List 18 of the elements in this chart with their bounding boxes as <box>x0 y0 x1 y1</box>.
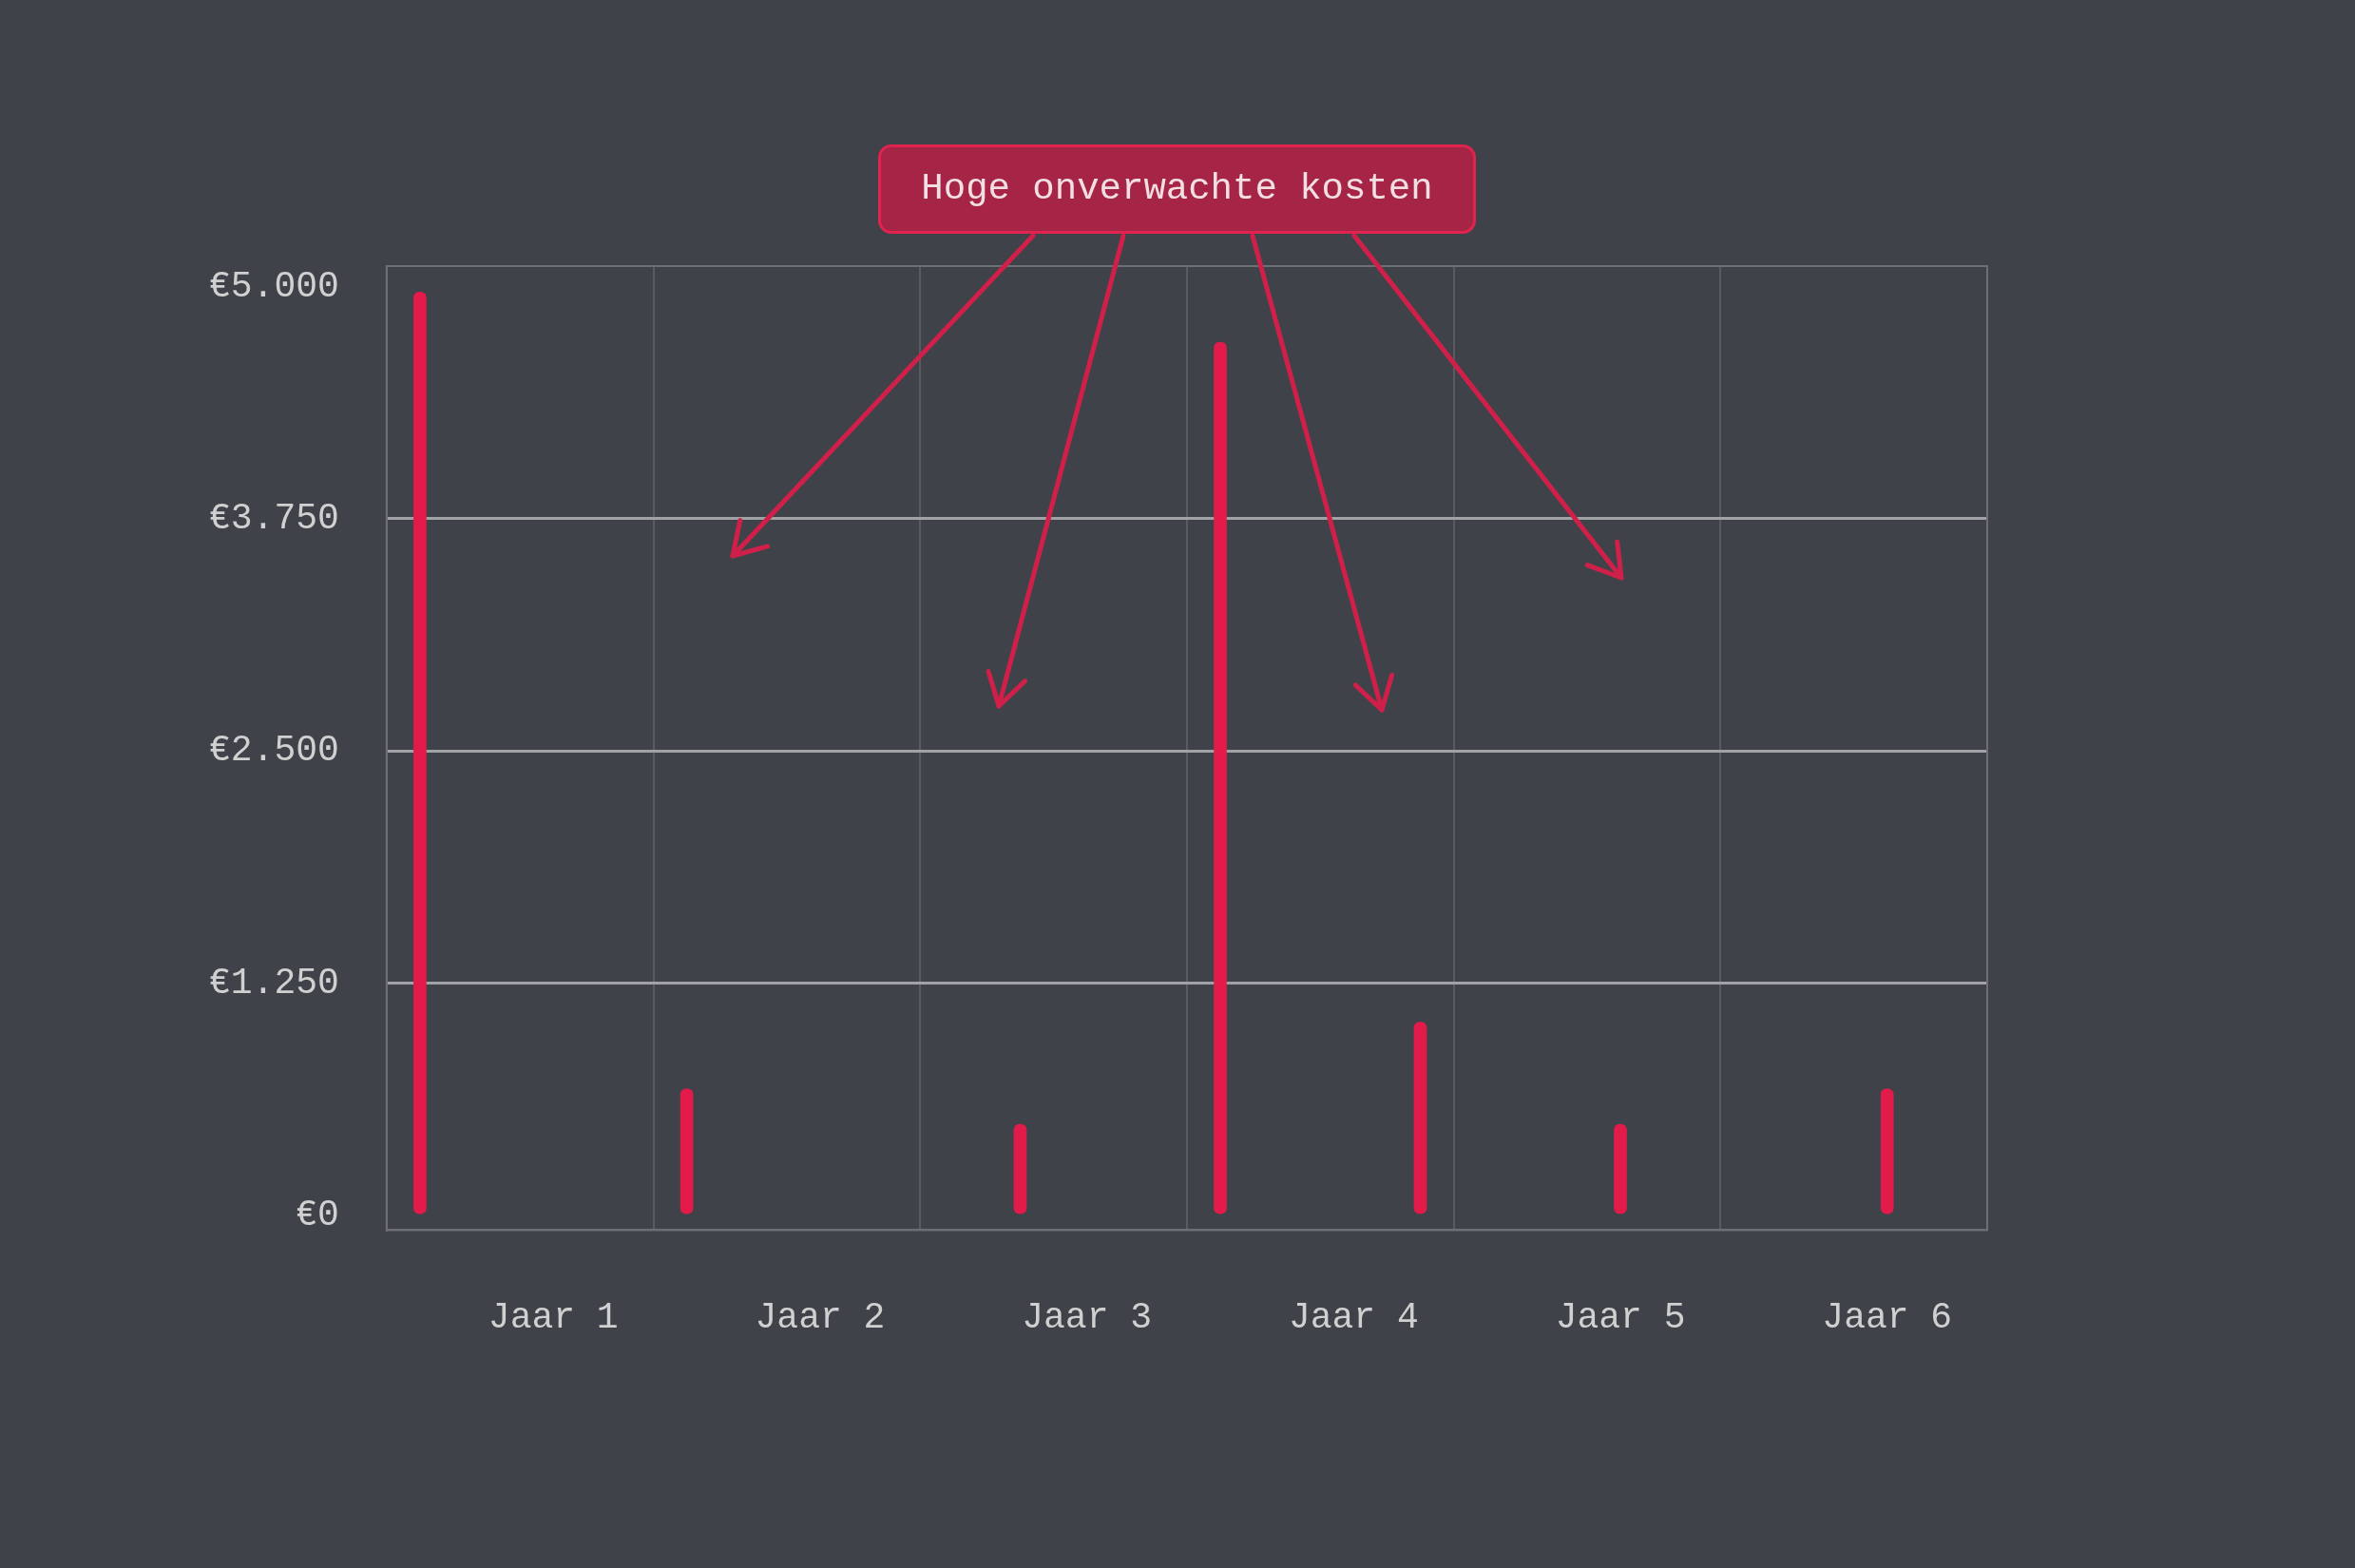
y-tick-label: €1.250 <box>208 962 339 1004</box>
y-tick-label: €5.000 <box>208 265 339 307</box>
x-tick-label: Jaar 4 <box>1288 1297 1419 1339</box>
y-tick-label: €0 <box>296 1194 339 1235</box>
bar <box>1880 1088 1894 1214</box>
x-tick-label: Jaar 1 <box>488 1297 619 1339</box>
bar <box>1013 1123 1027 1214</box>
y-tick-label: €3.750 <box>208 497 339 539</box>
x-tick-label: Jaar 6 <box>1822 1297 1953 1339</box>
text: Hoge onverwachte kosten <box>878 144 1476 234</box>
bar <box>1614 1123 1627 1214</box>
y-tick-label: €2.500 <box>208 730 339 772</box>
x-tick-label: Jaar 5 <box>1555 1297 1686 1339</box>
bar <box>1413 1022 1427 1214</box>
x-tick-label: Jaar 3 <box>1022 1297 1153 1339</box>
bar <box>413 292 427 1214</box>
bar <box>680 1088 694 1214</box>
x-tick-label: Jaar 2 <box>755 1297 886 1339</box>
